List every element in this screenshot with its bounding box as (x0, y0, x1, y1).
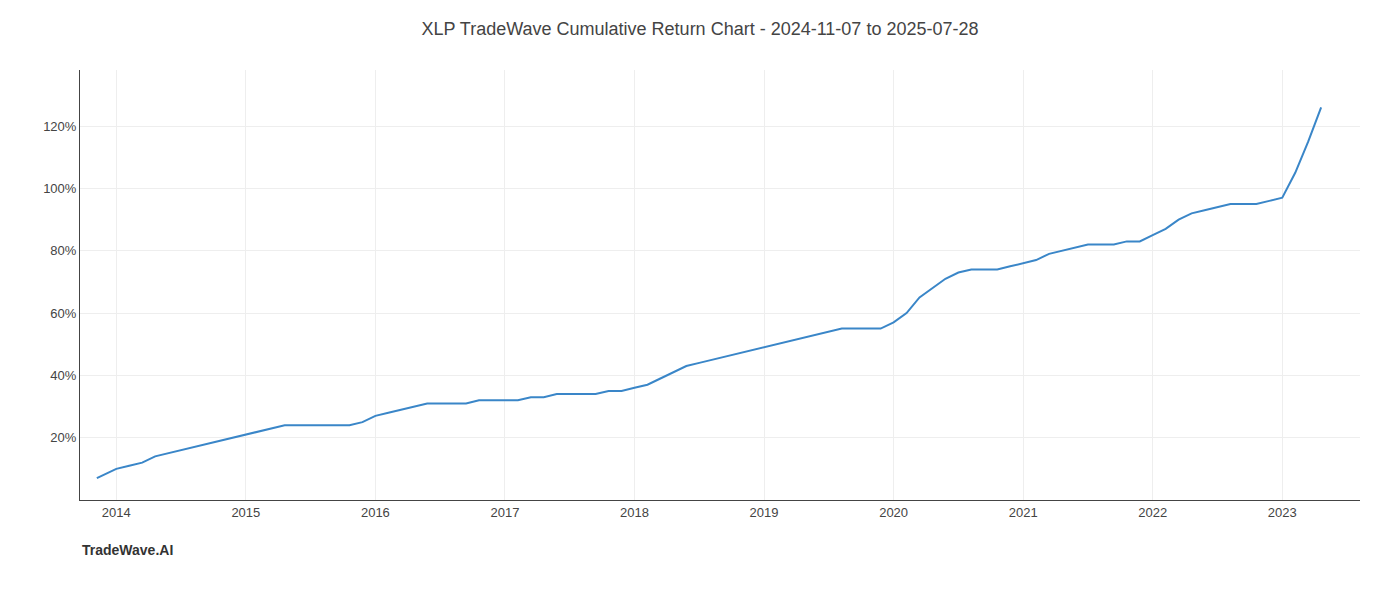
svg-text:2015: 2015 (231, 505, 260, 520)
svg-text:2022: 2022 (1138, 505, 1167, 520)
svg-text:40%: 40% (50, 368, 76, 383)
svg-text:2018: 2018 (620, 505, 649, 520)
svg-text:XLP TradeWave Cumulative Retur: XLP TradeWave Cumulative Return Chart - … (422, 19, 979, 39)
svg-text:2016: 2016 (361, 505, 390, 520)
svg-text:2019: 2019 (750, 505, 779, 520)
svg-text:2017: 2017 (490, 505, 519, 520)
svg-text:60%: 60% (50, 306, 76, 321)
svg-text:120%: 120% (43, 119, 77, 134)
svg-text:TradeWave.AI: TradeWave.AI (82, 542, 173, 558)
svg-text:2020: 2020 (879, 505, 908, 520)
svg-text:20%: 20% (50, 430, 76, 445)
svg-text:100%: 100% (43, 181, 77, 196)
svg-text:2023: 2023 (1268, 505, 1297, 520)
svg-text:80%: 80% (50, 243, 76, 258)
svg-text:2021: 2021 (1009, 505, 1038, 520)
svg-text:2014: 2014 (102, 505, 131, 520)
